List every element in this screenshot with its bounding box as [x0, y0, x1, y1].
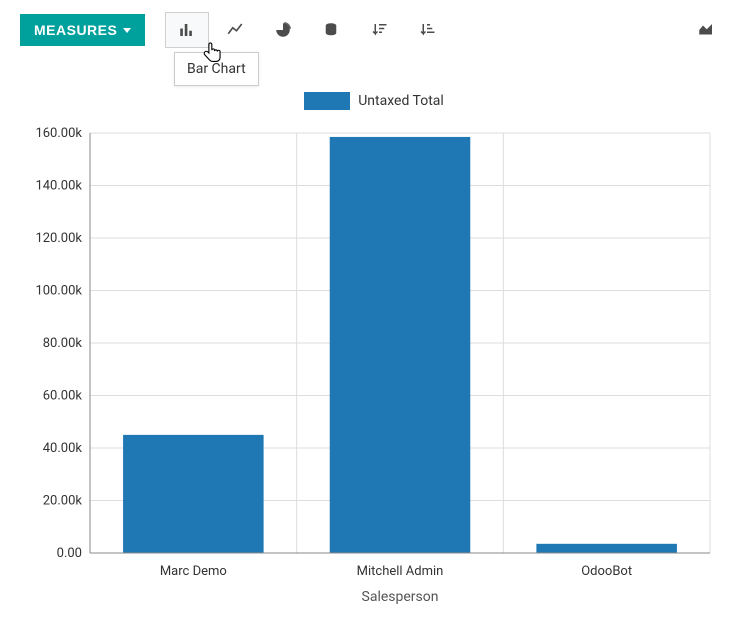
- database-icon: [322, 21, 340, 39]
- measures-label: MEASURES: [34, 22, 117, 38]
- bar[interactable]: [536, 544, 677, 553]
- x-tick-label: Mitchell Admin: [357, 564, 444, 579]
- toolbar: MEASURES: [0, 0, 748, 56]
- legend-swatch: [304, 92, 350, 110]
- y-tick-label: 100.00k: [35, 284, 82, 299]
- caret-down-icon: [123, 28, 131, 33]
- line-chart-icon: [226, 21, 244, 39]
- sort-desc-button[interactable]: [357, 12, 401, 48]
- line-chart-button[interactable]: [213, 12, 257, 48]
- bar-chart-button[interactable]: [165, 12, 209, 48]
- y-tick-label: 0.00: [57, 546, 82, 561]
- x-tick-label: Marc Demo: [160, 564, 227, 579]
- measures-button[interactable]: MEASURES: [20, 14, 145, 46]
- bar-chart: 0.00 20.00k 40.00k 60.00k 80.00k 100.00k 120.0…: [20, 118, 728, 628]
- pie-chart-button[interactable]: [261, 12, 305, 48]
- y-tick-label: 40.00k: [43, 441, 83, 456]
- bar-chart-icon: [178, 21, 196, 39]
- y-tick-label: 60.00k: [43, 389, 83, 404]
- bar[interactable]: [330, 137, 471, 553]
- x-tick-label: OdooBot: [581, 564, 632, 579]
- stacked-button[interactable]: [309, 12, 353, 48]
- bar[interactable]: [123, 435, 264, 553]
- chart-area: 0.00 20.00k 40.00k 60.00k 80.00k 100.00k 120.0…: [20, 118, 728, 628]
- y-tick-label: 120.00k: [35, 231, 82, 246]
- x-axis-label: Salesperson: [362, 589, 439, 605]
- chart-legend: Untaxed Total: [0, 92, 748, 110]
- y-tick-label: 80.00k: [43, 336, 83, 351]
- y-tick-label: 140.00k: [35, 179, 82, 194]
- bar-chart-tooltip: Bar Chart: [174, 52, 259, 86]
- sort-asc-icon: [418, 21, 436, 39]
- pie-chart-icon: [274, 21, 292, 39]
- y-tick-label: 160.00k: [35, 126, 82, 141]
- area-chart-icon: [697, 21, 715, 39]
- tooltip-text: Bar Chart: [187, 61, 246, 77]
- legend-label: Untaxed Total: [358, 93, 444, 109]
- area-chart-button[interactable]: [684, 12, 728, 48]
- sort-asc-button[interactable]: [405, 12, 449, 48]
- y-tick-label: 20.00k: [43, 494, 83, 509]
- sort-desc-icon: [370, 21, 388, 39]
